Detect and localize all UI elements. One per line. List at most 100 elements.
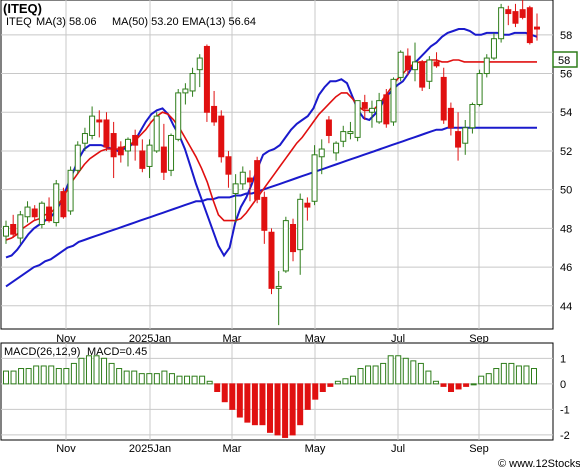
- price-plot-area: [0, 0, 554, 330]
- candle-body: [74, 144, 81, 171]
- macd-bar: [251, 383, 258, 426]
- candle-body: [304, 202, 311, 208]
- macd-bar: [365, 365, 372, 385]
- price-x-ticks: Nov 2025Jan Mar May Jul Sep: [56, 333, 489, 345]
- macd-bar: [327, 383, 334, 387]
- candles: [3, 0, 540, 326]
- ema-path: [5, 59, 537, 241]
- candle-body: [189, 73, 196, 92]
- price-y-tick-label: 54: [560, 107, 572, 119]
- candle-body: [239, 171, 246, 185]
- candle-body: [490, 38, 497, 59]
- price-x-tick-label: Sep: [469, 333, 489, 345]
- macd-bar: [485, 373, 492, 385]
- macd-bar: [55, 368, 62, 385]
- macd-bar: [259, 383, 266, 426]
- legend-symbol: ITEQ: [6, 16, 32, 28]
- macd-bar: [10, 370, 17, 385]
- last-value-badge: 58: [552, 51, 578, 68]
- candle-body: [232, 183, 239, 195]
- macd-bar: [48, 365, 55, 385]
- candle-body: [96, 119, 103, 123]
- macd-bar: [395, 355, 402, 385]
- macd-legend-value: MACD=0.45: [87, 346, 147, 358]
- candle-body: [175, 92, 182, 140]
- candle-body: [203, 45, 210, 113]
- macd-bar: [85, 355, 92, 385]
- candle-body: [483, 57, 490, 75]
- macd-bar: [523, 365, 530, 385]
- price-x-tick-label: Jul: [391, 333, 405, 345]
- macd-bar: [236, 383, 243, 418]
- macd-bar: [334, 380, 341, 385]
- candle-body: [196, 57, 203, 71]
- macd-bar: [417, 362, 424, 385]
- price-y-tick-label: 44: [560, 301, 572, 313]
- candle-body: [318, 148, 325, 158]
- macd-bar: [304, 383, 311, 410]
- candle-body: [218, 115, 225, 158]
- macd-bar: [432, 380, 439, 385]
- candle-body: [311, 154, 318, 202]
- macd-legend: MACD(26,12,9) MACD=0.45: [4, 346, 147, 358]
- watermark: © www.12Stocks.com: [498, 458, 580, 470]
- candle-body: [290, 223, 297, 253]
- macd-bar: [93, 355, 100, 385]
- macd-bar: [372, 365, 379, 385]
- macd-bar: [357, 368, 364, 385]
- ma-short-line: [5, 28, 538, 259]
- macd-bar: [108, 362, 115, 385]
- candle-body: [246, 177, 253, 183]
- macd-bar: [206, 380, 213, 385]
- candle-body: [124, 138, 131, 152]
- price-y-tick-label: 50: [560, 185, 572, 197]
- candle-body: [81, 133, 88, 144]
- macd-y-ticks: -2 -1 0 1: [560, 353, 570, 442]
- macd-bar: [493, 368, 500, 385]
- macd-bar: [244, 383, 251, 423]
- macd-bar: [40, 365, 47, 385]
- candle-body: [17, 214, 24, 239]
- macd-bar: [470, 383, 477, 386]
- macd-bar: [515, 365, 522, 385]
- candle-body: [110, 133, 117, 158]
- price-y-tick-label: 46: [560, 262, 572, 274]
- macd-bar: [508, 362, 515, 385]
- legend-item-label: EMA(13) 56.64: [182, 16, 256, 28]
- candle-body: [89, 115, 96, 136]
- macd-bar: [184, 375, 191, 385]
- macd-x-tick-label: Jul: [391, 443, 405, 455]
- macd-bar: [274, 383, 281, 436]
- macd-bar: [33, 365, 40, 385]
- macd-x-ticks: Nov 2025Jan Mar May Jul Sep: [56, 443, 489, 455]
- candle-body: [447, 107, 454, 129]
- macd-bar: [131, 370, 138, 385]
- candle-body: [469, 104, 476, 129]
- macd-bar: [116, 368, 123, 385]
- price-x-tick-label: Nov: [56, 333, 76, 345]
- candle-body: [153, 115, 160, 152]
- price-legend: ITEQ MA(3) 58.06 MA(50) 53.20 EMA(13) 56.64: [6, 16, 256, 28]
- macd-x-tick-label: May: [305, 443, 326, 455]
- candle-body: [462, 127, 469, 144]
- candle-body: [498, 7, 505, 40]
- candle-body: [139, 150, 146, 169]
- macd-bar: [387, 355, 394, 385]
- macd-bar: [342, 378, 349, 385]
- macd-bar: [161, 370, 168, 385]
- last-value-label: 58: [558, 55, 570, 67]
- macd-bar: [297, 383, 304, 426]
- candle-body: [534, 26, 540, 30]
- candle-body: [361, 102, 368, 109]
- candle-body: [333, 142, 340, 154]
- price-y-ticks: 44 46 48 50 52 54 56 58: [560, 30, 572, 313]
- macd-legend-label: MACD(26,12,9): [4, 346, 80, 358]
- candle-body: [412, 61, 419, 71]
- macd-bar: [101, 357, 108, 385]
- candle-body: [67, 169, 74, 212]
- candle-body: [383, 94, 390, 125]
- candle-body: [261, 196, 268, 231]
- candle-body: [519, 9, 526, 18]
- candle-body: [3, 225, 9, 237]
- macd-bar: [402, 357, 409, 385]
